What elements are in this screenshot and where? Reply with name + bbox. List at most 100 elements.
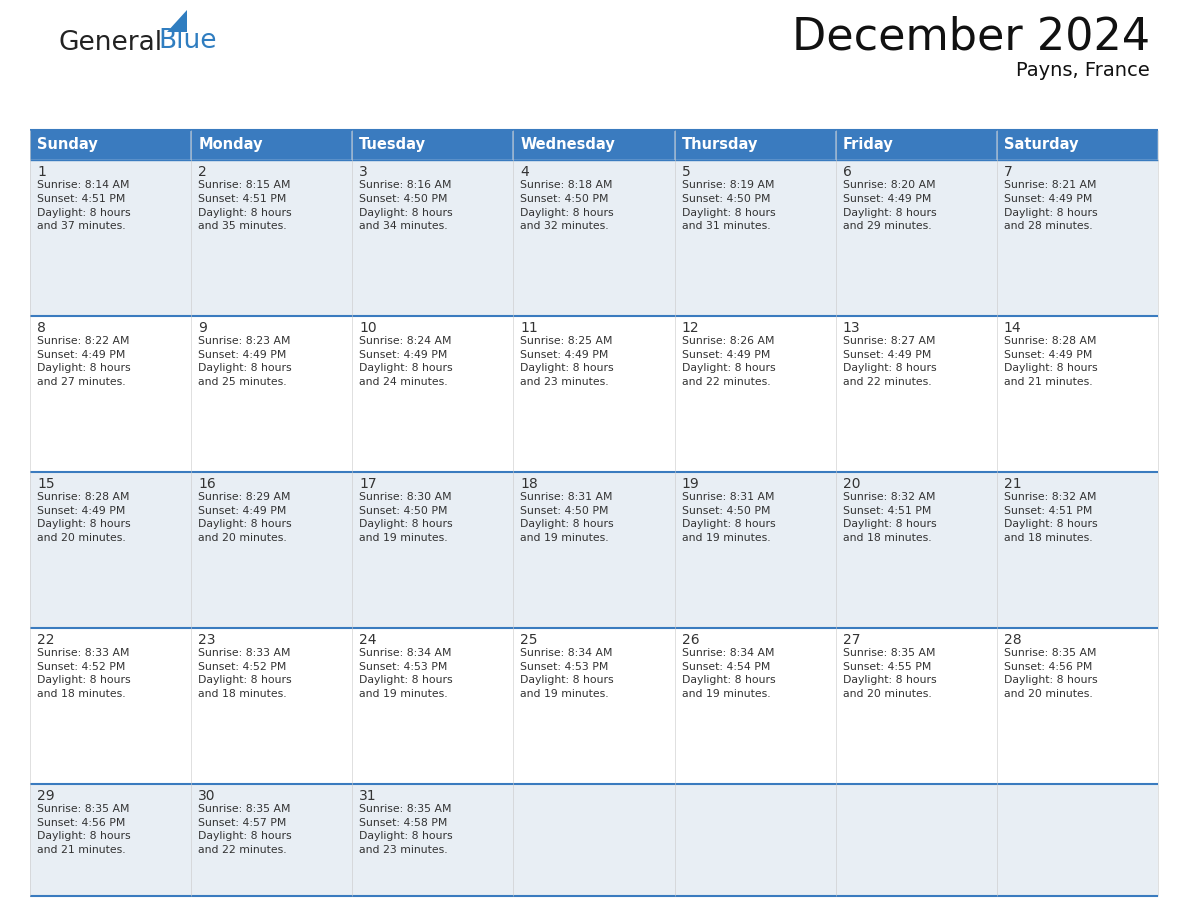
Text: Daylight: 8 hours: Daylight: 8 hours bbox=[359, 364, 453, 374]
Text: and 20 minutes.: and 20 minutes. bbox=[198, 532, 286, 543]
Text: and 20 minutes.: and 20 minutes. bbox=[1004, 688, 1093, 699]
Text: and 37 minutes.: and 37 minutes. bbox=[37, 221, 126, 231]
Text: Wednesday: Wednesday bbox=[520, 138, 615, 152]
Text: and 20 minutes.: and 20 minutes. bbox=[842, 688, 931, 699]
Bar bbox=[835, 160, 997, 316]
Text: Daylight: 8 hours: Daylight: 8 hours bbox=[198, 520, 292, 530]
Text: Friday: Friday bbox=[842, 138, 893, 152]
Text: Daylight: 8 hours: Daylight: 8 hours bbox=[198, 676, 292, 686]
Bar bbox=[997, 628, 1158, 784]
Text: Sunset: 4:53 PM: Sunset: 4:53 PM bbox=[359, 662, 448, 672]
Text: and 25 minutes.: and 25 minutes. bbox=[198, 377, 286, 386]
Text: Daylight: 8 hours: Daylight: 8 hours bbox=[842, 207, 936, 218]
Text: and 32 minutes.: and 32 minutes. bbox=[520, 221, 609, 231]
Text: 15: 15 bbox=[37, 476, 55, 491]
Text: Daylight: 8 hours: Daylight: 8 hours bbox=[520, 364, 614, 374]
Text: Daylight: 8 hours: Daylight: 8 hours bbox=[37, 207, 131, 218]
Text: and 28 minutes.: and 28 minutes. bbox=[1004, 221, 1093, 231]
Text: Sunrise: 8:32 AM: Sunrise: 8:32 AM bbox=[842, 492, 935, 502]
Text: Sunset: 4:49 PM: Sunset: 4:49 PM bbox=[359, 350, 448, 360]
Text: Sunrise: 8:33 AM: Sunrise: 8:33 AM bbox=[37, 648, 129, 658]
Text: Sunset: 4:49 PM: Sunset: 4:49 PM bbox=[37, 350, 126, 360]
Text: Sunrise: 8:35 AM: Sunrise: 8:35 AM bbox=[198, 804, 291, 814]
Text: Sunrise: 8:29 AM: Sunrise: 8:29 AM bbox=[198, 492, 291, 502]
Text: Sunrise: 8:28 AM: Sunrise: 8:28 AM bbox=[37, 492, 129, 502]
Text: Daylight: 8 hours: Daylight: 8 hours bbox=[1004, 364, 1098, 374]
Text: Sunset: 4:51 PM: Sunset: 4:51 PM bbox=[1004, 506, 1092, 516]
Bar bbox=[353, 472, 513, 628]
Text: Daylight: 8 hours: Daylight: 8 hours bbox=[198, 364, 292, 374]
Text: and 24 minutes.: and 24 minutes. bbox=[359, 377, 448, 386]
Text: Sunrise: 8:26 AM: Sunrise: 8:26 AM bbox=[682, 336, 775, 346]
Text: Daylight: 8 hours: Daylight: 8 hours bbox=[520, 676, 614, 686]
Bar bbox=[513, 130, 675, 160]
Text: Sunrise: 8:20 AM: Sunrise: 8:20 AM bbox=[842, 181, 935, 191]
Bar bbox=[675, 160, 835, 316]
Text: and 23 minutes.: and 23 minutes. bbox=[359, 845, 448, 855]
Text: 31: 31 bbox=[359, 789, 377, 802]
Text: Sunset: 4:51 PM: Sunset: 4:51 PM bbox=[198, 194, 286, 204]
Bar bbox=[835, 628, 997, 784]
Text: Daylight: 8 hours: Daylight: 8 hours bbox=[359, 520, 453, 530]
Text: Sunrise: 8:31 AM: Sunrise: 8:31 AM bbox=[520, 492, 613, 502]
Text: Sunrise: 8:32 AM: Sunrise: 8:32 AM bbox=[1004, 492, 1097, 502]
Text: Monday: Monday bbox=[198, 138, 263, 152]
Bar bbox=[675, 784, 835, 896]
Bar bbox=[30, 160, 191, 316]
Text: Sunrise: 8:23 AM: Sunrise: 8:23 AM bbox=[198, 336, 291, 346]
Text: and 18 minutes.: and 18 minutes. bbox=[37, 688, 126, 699]
Text: Sunrise: 8:16 AM: Sunrise: 8:16 AM bbox=[359, 181, 451, 191]
Text: Daylight: 8 hours: Daylight: 8 hours bbox=[842, 520, 936, 530]
Text: and 29 minutes.: and 29 minutes. bbox=[842, 221, 931, 231]
Text: Sunset: 4:55 PM: Sunset: 4:55 PM bbox=[842, 662, 931, 672]
Text: 24: 24 bbox=[359, 633, 377, 647]
Text: Daylight: 8 hours: Daylight: 8 hours bbox=[37, 364, 131, 374]
Text: 28: 28 bbox=[1004, 633, 1022, 647]
Text: Sunrise: 8:18 AM: Sunrise: 8:18 AM bbox=[520, 181, 613, 191]
Text: Daylight: 8 hours: Daylight: 8 hours bbox=[682, 364, 776, 374]
Text: Sunday: Sunday bbox=[37, 138, 97, 152]
Text: Payns, France: Payns, France bbox=[1016, 61, 1150, 80]
Bar bbox=[675, 316, 835, 472]
Text: Sunset: 4:49 PM: Sunset: 4:49 PM bbox=[842, 350, 931, 360]
Bar bbox=[513, 316, 675, 472]
Text: and 19 minutes.: and 19 minutes. bbox=[520, 688, 609, 699]
Bar bbox=[835, 472, 997, 628]
Bar bbox=[353, 784, 513, 896]
Text: Sunrise: 8:14 AM: Sunrise: 8:14 AM bbox=[37, 181, 129, 191]
Text: 1: 1 bbox=[37, 165, 46, 179]
Text: Daylight: 8 hours: Daylight: 8 hours bbox=[842, 676, 936, 686]
Bar bbox=[30, 130, 191, 160]
Text: and 20 minutes.: and 20 minutes. bbox=[37, 532, 126, 543]
Text: Daylight: 8 hours: Daylight: 8 hours bbox=[842, 364, 936, 374]
Text: and 34 minutes.: and 34 minutes. bbox=[359, 221, 448, 231]
Text: 22: 22 bbox=[37, 633, 55, 647]
Text: and 22 minutes.: and 22 minutes. bbox=[198, 845, 286, 855]
Bar bbox=[191, 628, 353, 784]
Bar bbox=[835, 316, 997, 472]
Text: Sunrise: 8:35 AM: Sunrise: 8:35 AM bbox=[1004, 648, 1097, 658]
Bar bbox=[675, 472, 835, 628]
Text: Daylight: 8 hours: Daylight: 8 hours bbox=[682, 207, 776, 218]
Text: Tuesday: Tuesday bbox=[359, 138, 426, 152]
Text: Sunset: 4:49 PM: Sunset: 4:49 PM bbox=[842, 194, 931, 204]
Text: and 27 minutes.: and 27 minutes. bbox=[37, 377, 126, 386]
Text: Sunset: 4:54 PM: Sunset: 4:54 PM bbox=[682, 662, 770, 672]
Text: Sunrise: 8:34 AM: Sunrise: 8:34 AM bbox=[359, 648, 451, 658]
Text: and 22 minutes.: and 22 minutes. bbox=[682, 377, 770, 386]
Text: and 18 minutes.: and 18 minutes. bbox=[198, 688, 286, 699]
Bar bbox=[30, 628, 191, 784]
Text: and 21 minutes.: and 21 minutes. bbox=[37, 845, 126, 855]
Bar bbox=[191, 472, 353, 628]
Bar bbox=[513, 628, 675, 784]
Text: Daylight: 8 hours: Daylight: 8 hours bbox=[359, 676, 453, 686]
Bar bbox=[675, 628, 835, 784]
Bar bbox=[513, 472, 675, 628]
Bar bbox=[30, 472, 191, 628]
Text: 3: 3 bbox=[359, 165, 368, 179]
Text: and 19 minutes.: and 19 minutes. bbox=[682, 688, 770, 699]
Text: Sunset: 4:49 PM: Sunset: 4:49 PM bbox=[1004, 350, 1092, 360]
Text: and 35 minutes.: and 35 minutes. bbox=[198, 221, 286, 231]
Text: Sunset: 4:58 PM: Sunset: 4:58 PM bbox=[359, 818, 448, 828]
Text: Sunrise: 8:34 AM: Sunrise: 8:34 AM bbox=[520, 648, 613, 658]
